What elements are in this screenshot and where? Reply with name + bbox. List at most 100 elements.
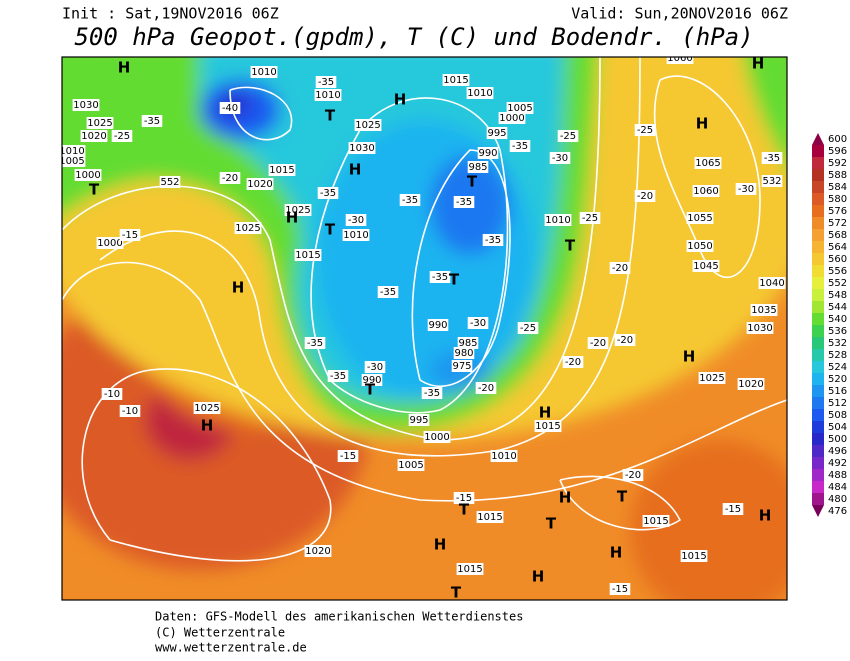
label-box	[423, 431, 451, 443]
map-label: -35	[380, 287, 396, 298]
legend-swatch	[812, 469, 824, 481]
legend-label: 564	[828, 242, 847, 253]
map-label: 1010	[467, 88, 492, 99]
map-label: -30	[367, 362, 383, 373]
label-box	[427, 319, 449, 331]
map-label: -30	[348, 215, 364, 226]
label-box	[722, 503, 744, 515]
legend-swatch	[812, 181, 824, 193]
map-label: 1020	[305, 546, 330, 557]
legend-swatch	[812, 229, 824, 241]
legend-label: 568	[828, 230, 847, 241]
legend-swatch	[812, 313, 824, 325]
legend-label: 492	[828, 458, 847, 469]
legend-label: 560	[828, 254, 847, 265]
legend-label: 580	[828, 194, 847, 205]
high-marker: H	[559, 489, 572, 507]
map-label: -35	[512, 141, 528, 152]
map-label: 552	[160, 177, 179, 188]
legend-label: 500	[828, 434, 847, 445]
low-marker: T	[467, 173, 478, 191]
label-box	[294, 249, 322, 261]
high-marker: H	[286, 209, 299, 227]
footer-line: (C) Wetterzentrale	[155, 626, 285, 640]
legend-label: 528	[828, 350, 847, 361]
legend-label: 520	[828, 374, 847, 385]
legend-swatch	[812, 481, 824, 493]
label-box	[327, 370, 349, 382]
map-label: -15	[725, 504, 741, 515]
map-label: 975	[452, 361, 471, 372]
map-label: -20	[590, 338, 606, 349]
legend-swatch	[812, 217, 824, 229]
label-box	[680, 550, 708, 562]
map-label: 1010	[545, 215, 570, 226]
label-box	[456, 563, 484, 575]
label-box	[429, 271, 451, 283]
label-box	[746, 322, 774, 334]
label-box	[62, 155, 86, 167]
label-box	[304, 545, 332, 557]
label-box	[509, 140, 531, 152]
map-label: 1005	[507, 103, 532, 114]
legend-label: 504	[828, 422, 847, 433]
map-label: -20	[617, 335, 633, 346]
map-label: 1015	[269, 165, 294, 176]
label-box	[86, 117, 114, 129]
label-box	[317, 187, 339, 199]
map-label: -35	[307, 338, 323, 349]
label-box	[314, 89, 342, 101]
high-marker: H	[539, 404, 552, 422]
label-box	[408, 414, 430, 426]
legend-label: 524	[828, 362, 847, 373]
low-marker: T	[459, 501, 470, 519]
map-label: 1020	[247, 179, 272, 190]
legend-label: 572	[828, 218, 847, 229]
label-box	[476, 511, 504, 523]
legend-label: 540	[828, 314, 847, 325]
low-marker: T	[546, 515, 557, 533]
map-label: 1010	[251, 67, 276, 78]
map-label: 1010	[491, 451, 516, 462]
low-marker: T	[325, 107, 336, 125]
label-box	[614, 334, 636, 346]
legend-swatch	[812, 397, 824, 409]
map-label: -35	[456, 197, 472, 208]
label-box	[268, 164, 296, 176]
map-label: 990	[428, 320, 447, 331]
label-box	[111, 130, 133, 142]
low-marker: T	[89, 181, 100, 199]
label-box	[453, 347, 475, 359]
footer-line: Daten: GFS-Modell des amerikanischen Wet…	[155, 610, 523, 624]
legend-label: 484	[828, 482, 847, 493]
legend-swatch	[812, 265, 824, 277]
label-box	[694, 157, 722, 169]
map-label: 995	[487, 128, 506, 139]
label-box	[377, 286, 399, 298]
map-label: -40	[222, 103, 238, 114]
map-label: 1025	[87, 118, 112, 129]
legend-swatch	[812, 325, 824, 337]
legend-label: 584	[828, 182, 847, 193]
legend-swatch	[812, 373, 824, 385]
label-box	[549, 152, 571, 164]
label-box	[361, 374, 383, 386]
map-label: 1055	[687, 213, 712, 224]
label-box	[304, 337, 326, 349]
label-box	[562, 356, 584, 368]
low-marker: T	[451, 584, 462, 602]
label-box	[692, 185, 720, 197]
label-box	[453, 196, 475, 208]
label-box	[159, 176, 181, 188]
label-box	[354, 119, 382, 131]
legend-swatch	[812, 241, 824, 253]
high-marker: H	[201, 417, 214, 435]
high-marker: H	[118, 59, 131, 77]
legend-label: 552	[828, 278, 847, 289]
map-label: 1015	[477, 512, 502, 523]
map-label: 1030	[747, 323, 772, 334]
legend-label: 548	[828, 290, 847, 301]
map-frame	[61, 56, 788, 601]
label-box	[453, 492, 475, 504]
